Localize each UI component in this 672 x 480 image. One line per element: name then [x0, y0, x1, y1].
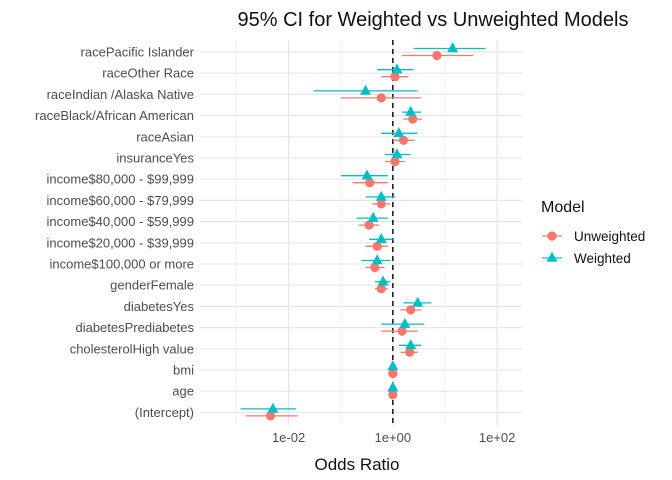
grid-lines — [200, 40, 522, 425]
data-marks — [240, 42, 486, 421]
y-tick-label: insuranceYes — [116, 151, 194, 166]
unweighted-point — [398, 135, 409, 145]
x-tick-label: 1e+02 — [479, 430, 516, 445]
weighted-point — [387, 360, 399, 371]
legend-title: Model — [541, 199, 585, 216]
unweighted-point — [397, 326, 407, 336]
y-tick-label: genderFemale — [110, 278, 194, 293]
weighted-point — [447, 42, 459, 53]
y-tick-label: raceAsian — [136, 129, 194, 144]
y-tick-label: raceOther Race — [102, 66, 194, 81]
y-tick-label: racePacific Islander — [81, 45, 195, 60]
weighted-point — [391, 63, 403, 74]
unweighted-point — [432, 50, 442, 61]
unweighted-point — [390, 72, 400, 82]
weighted-point — [361, 169, 373, 180]
y-tick-label: (Intercept) — [135, 405, 194, 420]
unweighted-point — [406, 305, 416, 315]
y-tick-label: raceIndian /Alaska Native — [47, 87, 194, 102]
weighted-point — [399, 317, 411, 328]
weighted-point — [377, 275, 389, 286]
y-tick-label: diabetesYes — [124, 299, 195, 314]
unweighted-point — [390, 156, 400, 167]
y-tick-label: diabetesPrediabetes — [75, 320, 194, 335]
legend-label-unweighted: Unweighted — [574, 229, 645, 244]
unweighted-point — [364, 220, 374, 230]
y-tick-labels: racePacific Islander raceOther Race raceIn… — [35, 45, 195, 420]
weighted-point — [267, 402, 279, 413]
unweighted-point — [388, 368, 398, 379]
legend-key-weighted — [546, 251, 558, 262]
unweighted-point — [376, 284, 386, 294]
chart-title: 95% CI for Weighted vs Unweighted Models — [238, 9, 629, 31]
y-tick-label: age — [172, 384, 194, 399]
weighted-point — [412, 296, 424, 307]
unweighted-point — [265, 411, 276, 421]
y-tick-label: bmi — [173, 363, 194, 378]
x-tick-label: 1e+00 — [375, 430, 412, 445]
unweighted-point — [388, 390, 398, 400]
y-tick-label: income$100,000 or more — [49, 257, 194, 272]
unweighted-point — [405, 347, 415, 357]
unweighted-point — [376, 199, 386, 209]
weighted-point — [367, 211, 379, 222]
y-tick-label: raceBlack/African American — [35, 108, 194, 123]
y-tick-label: income$20,000 - $39,999 — [47, 235, 194, 250]
unweighted-point — [365, 178, 375, 188]
legend-key-unweighted — [547, 231, 557, 241]
unweighted-point — [372, 241, 382, 251]
legend: Model Unweighted Weighted — [541, 199, 645, 266]
weighted-point — [405, 105, 417, 116]
x-tick-label: 1e-02 — [272, 430, 305, 445]
weighted-point — [360, 84, 372, 95]
weighted-point — [393, 127, 405, 138]
weighted-point — [391, 148, 403, 159]
x-axis-title: Odds Ratio — [314, 455, 399, 474]
x-tick-labels: 1e-02 1e+00 1e+02 — [272, 430, 515, 445]
weighted-point — [375, 190, 387, 201]
y-tick-label: income$80,000 - $99,999 — [47, 172, 194, 187]
y-tick-label: income$60,000 - $79,999 — [47, 193, 194, 208]
legend-label-weighted: Weighted — [574, 251, 631, 266]
unweighted-point — [376, 93, 386, 103]
unweighted-point — [408, 114, 418, 124]
weighted-point — [371, 254, 383, 265]
weighted-point — [375, 233, 387, 244]
y-tick-label: income$40,000 - $59,999 — [47, 214, 194, 229]
weighted-point — [405, 339, 417, 350]
y-tick-label: cholesterolHigh value — [70, 341, 194, 356]
weighted-point — [387, 381, 399, 392]
unweighted-point — [370, 262, 380, 273]
